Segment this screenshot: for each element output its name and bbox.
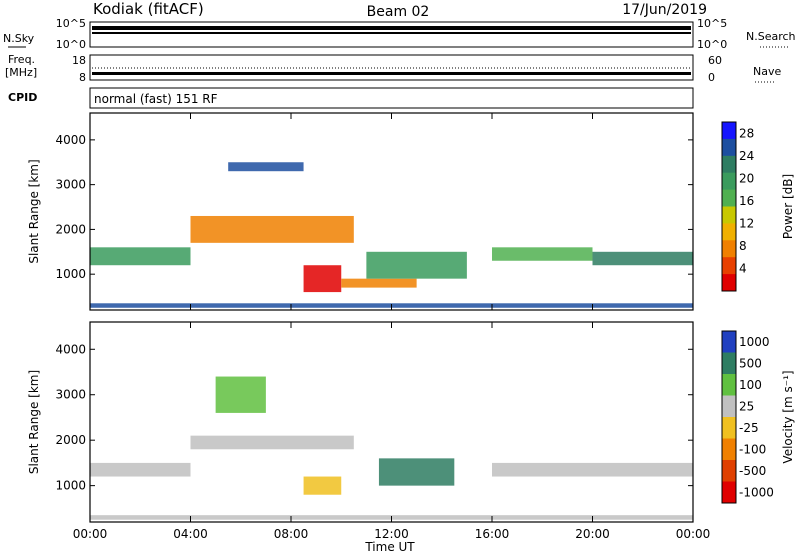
nsearch-trace <box>92 32 691 34</box>
x-axis-label: Time UT <box>364 540 415 554</box>
velocity-region-3 <box>303 476 342 495</box>
velocity-region-1 <box>190 435 354 450</box>
power-colorbar-tick-5: 24 <box>739 149 754 163</box>
velocity-colorbar-swatch-0 <box>722 331 736 353</box>
velocity-colorbar-tick-3: 25 <box>739 399 754 413</box>
velocity-ylabel: Slant Range [km] <box>27 370 41 474</box>
power-colorbar-tick-4: 20 <box>739 171 754 185</box>
velocity-colorbar-tick-4: -25 <box>739 421 759 435</box>
velocity-colorbar-tick-6: -500 <box>739 464 766 478</box>
velocity-colorbar-swatch-3 <box>722 395 736 418</box>
power-region-2 <box>228 162 304 172</box>
velocity-region-2 <box>215 376 266 413</box>
nave-tick-low: 0 <box>708 71 715 84</box>
power-colorbar-swatch-3 <box>722 172 736 191</box>
power-colorbar-tick-1: 8 <box>739 239 747 253</box>
velocity-colorbar-tick-7: -1000 <box>739 485 774 499</box>
power-ytick-label-0: 1000 <box>55 267 86 281</box>
freq-trace <box>92 72 691 75</box>
cpid-value: normal (fast) 151 RF <box>94 92 218 106</box>
freq-label-line1: Freq. <box>8 53 35 66</box>
velocity-panel: 1000 2000 3000 4000 Slant Range [km] 00:00 04:… <box>27 321 795 541</box>
power-colorbar-tick-0: 4 <box>739 261 747 275</box>
velocity-colorbar-frame <box>721 330 737 504</box>
velocity-ytick-label-3: 4000 <box>55 342 86 356</box>
power-colorbar-swatch-0 <box>722 122 736 140</box>
nsky-tick-low: 10^0 <box>56 38 86 51</box>
date-title: 17/Jun/2019 <box>622 2 707 18</box>
power-region-3 <box>303 265 342 293</box>
power-region-1 <box>190 215 354 243</box>
velocity-xtick-label-4: 16:00 <box>475 527 510 541</box>
power-ylabel: Slant Range [km] <box>27 159 41 263</box>
chart-panels: 1000 2000 3000 4000 Slant Range [km] 4 8 12 16 20… <box>27 112 795 541</box>
velocity-colorbar-swatch-6 <box>722 460 736 482</box>
nave-label: Nave <box>753 65 781 78</box>
power-colorbar-tick-6: 28 <box>739 126 754 140</box>
power-colorbar-swatch-9 <box>722 274 736 292</box>
velocity-xtick-label-0: 00:00 <box>73 527 108 541</box>
power-region-0 <box>90 247 191 266</box>
power-region-4 <box>341 278 417 288</box>
velocity-colorbar-swatch-2 <box>722 374 736 396</box>
power-colorbar-swatch-5 <box>722 206 736 224</box>
velocity-colorbar-swatch-4 <box>722 417 736 439</box>
velocity-colorbar-swatch-1 <box>722 352 736 375</box>
power-region-5 <box>366 251 467 279</box>
nsky-panel: N.Sky 10^5 10^0 10^5 10^0 N.Search <box>3 17 796 51</box>
velocity-ytick-label-1: 2000 <box>55 433 86 447</box>
nave-tick-high: 60 <box>708 54 722 67</box>
velocity-ytick-label-0: 1000 <box>55 479 86 493</box>
velocity-frame <box>89 321 694 523</box>
power-region-7 <box>592 251 693 266</box>
power-colorbar-swatch-6 <box>722 223 736 241</box>
velocity-colorbar-swatch-7 <box>722 481 736 504</box>
velocity-colorbar-tick-5: -100 <box>739 442 766 456</box>
velocity-ytick-label-2: 3000 <box>55 388 86 402</box>
power-colorbar-swatch-7 <box>722 240 736 258</box>
power-region-6 <box>492 247 593 261</box>
velocity-xtick-label-6: 00:00 <box>676 527 711 541</box>
power-colorbar-label: Power [dB] <box>781 174 795 239</box>
power-panel: 1000 2000 3000 4000 Slant Range [km] 4 8 12 16 20… <box>27 112 795 311</box>
nsearch-label: N.Search <box>746 30 796 43</box>
power-colorbar-swatch-8 <box>722 257 736 275</box>
freq-tick-low: 8 <box>79 71 86 84</box>
nsky-tick-high: 10^5 <box>56 17 86 30</box>
power-colorbar-swatch-2 <box>722 155 736 174</box>
power-ytick-label-1: 2000 <box>55 222 86 236</box>
power-ytick-label-3: 4000 <box>55 133 86 147</box>
velocity-colorbar-label: Velocity [m s⁻¹] <box>781 370 795 463</box>
nsearch-tick-low: 10^0 <box>697 38 727 51</box>
freq-panel: Freq. [MHz] 18 8 60 0 Nave <box>5 53 781 84</box>
velocity-colorbar-tick-2: 100 <box>739 378 762 392</box>
cpid-label: CPID <box>8 91 37 104</box>
power-ytick-label-2: 3000 <box>55 178 86 192</box>
velocity-region-4 <box>378 458 455 486</box>
beam-title: Beam 02 <box>367 4 430 20</box>
velocity-xtick-label-1: 04:00 <box>173 527 208 541</box>
velocity-colorbar-swatch-5 <box>722 438 736 461</box>
power-colorbar-swatch-4 <box>722 189 736 207</box>
velocity-region-5 <box>492 462 693 477</box>
velocity-xtick-label-2: 08:00 <box>274 527 309 541</box>
velocity-colorbar-tick-0: 1000 <box>739 335 770 349</box>
velocity-colorbar-tick-1: 500 <box>739 356 762 370</box>
nsky-label: N.Sky <box>3 32 35 45</box>
cpid-panel: CPID normal (fast) 151 RF <box>8 87 694 109</box>
velocity-region-0 <box>90 462 191 477</box>
nsearch-tick-high: 10^5 <box>697 17 727 30</box>
freq-tick-high: 18 <box>72 54 86 67</box>
velocity-xtick-label-5: 20:00 <box>575 527 610 541</box>
nsky-trace <box>92 26 691 30</box>
power-colorbar-tick-3: 16 <box>739 194 754 208</box>
freq-label-line2: [MHz] <box>5 66 37 79</box>
station-title: Kodiak (fitACF) <box>93 0 204 18</box>
power-colorbar-frame <box>721 121 737 292</box>
velocity-xtick-label-3: 12:00 <box>374 527 409 541</box>
power-colorbar-tick-2: 12 <box>739 216 754 230</box>
power-colorbar-swatch-1 <box>722 138 736 157</box>
